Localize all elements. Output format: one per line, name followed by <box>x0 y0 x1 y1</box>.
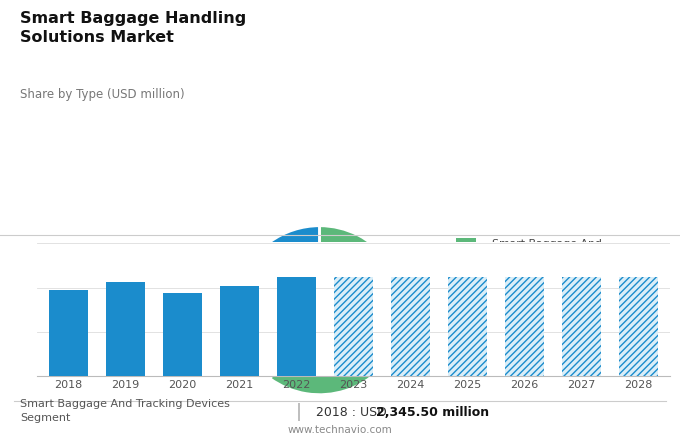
Text: Smart Baggage And
Tracking Devices: Smart Baggage And Tracking Devices <box>492 238 601 261</box>
Bar <box>619 277 658 376</box>
Bar <box>456 327 476 350</box>
Bar <box>619 277 658 376</box>
Bar <box>335 277 373 376</box>
Text: Share by Type (USD million): Share by Type (USD million) <box>20 88 185 101</box>
Text: Smart Baggage And Tracking Devices
Segment: Smart Baggage And Tracking Devices Segme… <box>20 400 231 423</box>
Text: Smart Baggage Handling
Solutions Market: Smart Baggage Handling Solutions Market <box>20 11 247 45</box>
Bar <box>106 282 145 376</box>
Text: 2,345.50 million: 2,345.50 million <box>376 406 489 419</box>
Text: |: | <box>296 403 302 421</box>
Bar <box>448 277 487 376</box>
Bar <box>163 293 202 376</box>
Bar <box>562 277 601 376</box>
Bar <box>277 277 316 376</box>
Bar <box>448 277 487 376</box>
Bar <box>456 238 476 262</box>
Text: Smart Baggage
Screening Devices: Smart Baggage Screening Devices <box>492 327 592 350</box>
Bar <box>391 277 430 376</box>
Bar <box>335 277 373 376</box>
Bar <box>50 290 88 376</box>
Bar <box>505 277 544 376</box>
Wedge shape <box>270 226 404 395</box>
Bar <box>391 277 430 376</box>
Wedge shape <box>235 226 320 378</box>
Text: www.technavio.com: www.technavio.com <box>288 425 392 435</box>
Bar <box>505 277 544 376</box>
Bar <box>220 286 259 376</box>
Bar <box>562 277 601 376</box>
Text: 2018 : USD: 2018 : USD <box>316 406 391 419</box>
